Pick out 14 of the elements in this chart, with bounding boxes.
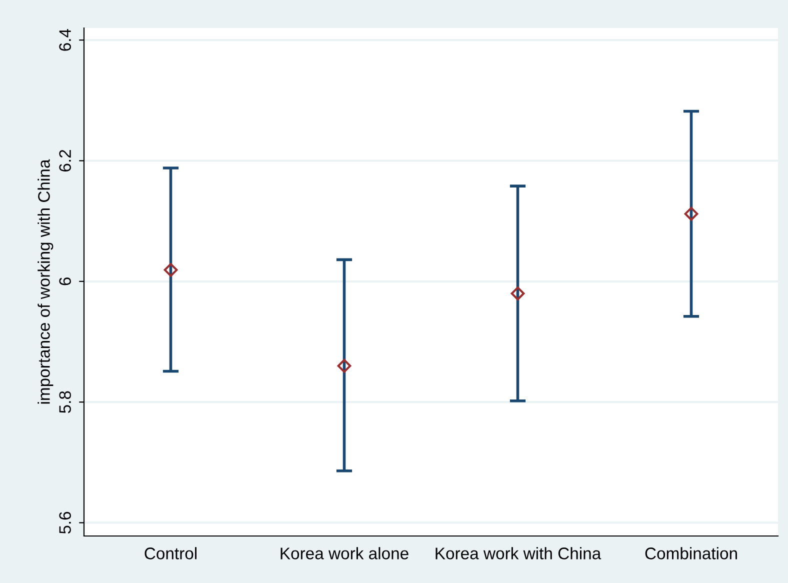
y-tick-label: 6.2 [59, 150, 71, 172]
point [684, 206, 698, 221]
y-tick-label: 6.4 [59, 28, 71, 51]
y-tick-label: 5.8 [59, 391, 71, 413]
point [337, 358, 352, 373]
x-tick-label: Korea work alone [280, 547, 408, 560]
x-tick-label: Korea work with China [436, 547, 602, 560]
y-axis-title: importance of working with China [38, 159, 54, 404]
y-tick-label: 5.6 [59, 512, 71, 534]
x-tick-label: Control [144, 547, 196, 560]
y-tick-label: 6 [59, 277, 71, 286]
point [164, 262, 178, 277]
point [510, 286, 525, 300]
x-tick-label: Combination [645, 547, 737, 560]
